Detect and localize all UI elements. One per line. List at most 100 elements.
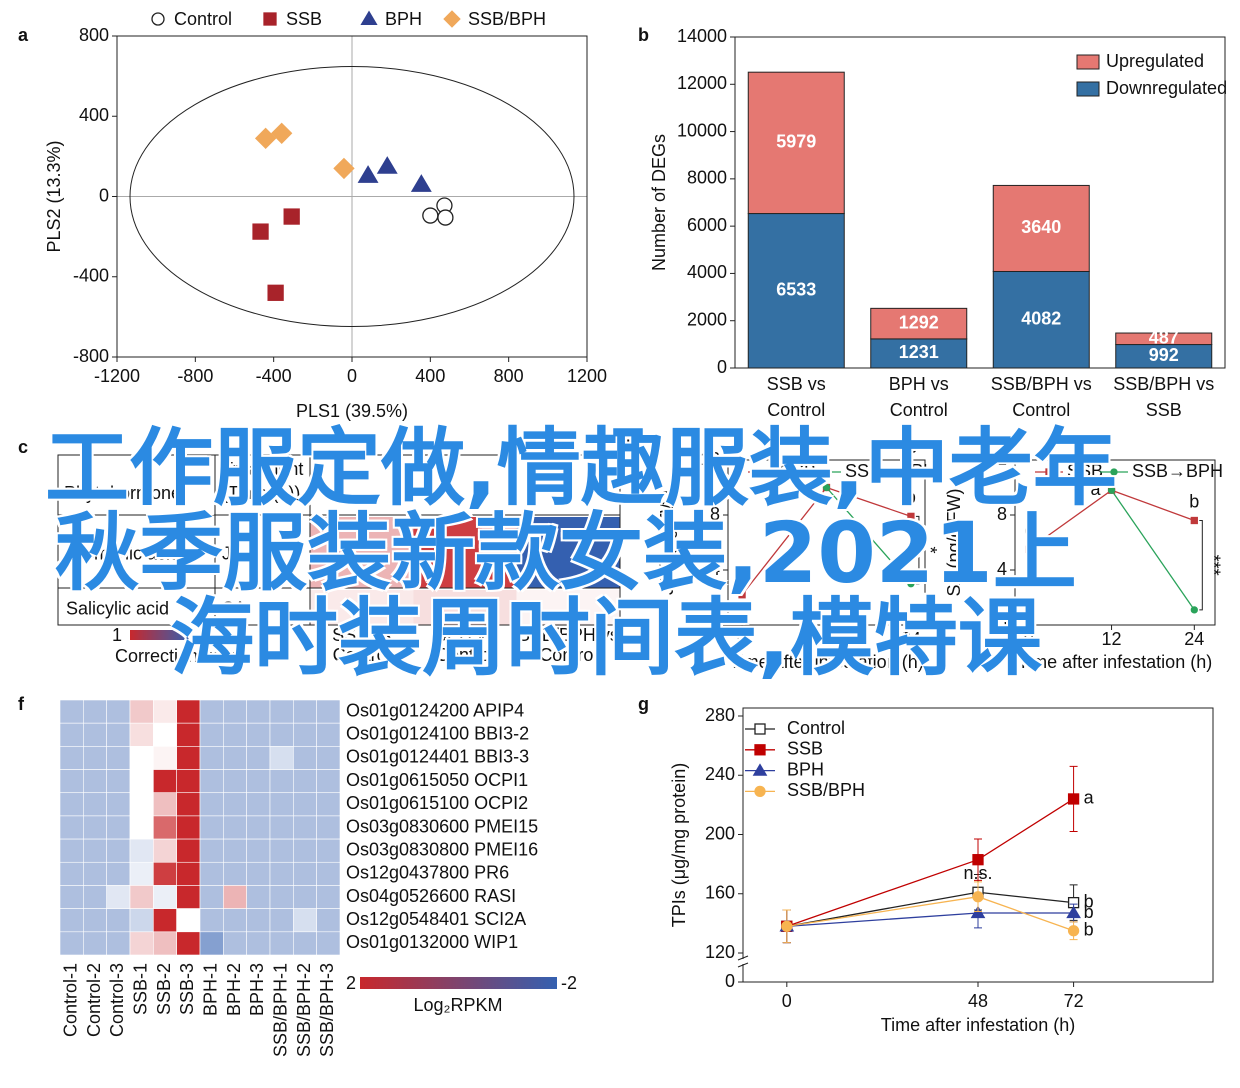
legend-marker — [823, 468, 831, 476]
heat-cell — [106, 908, 131, 933]
heat-cell — [176, 815, 201, 840]
heat-cell — [59, 838, 84, 863]
heat-cell — [293, 769, 317, 794]
data-label: 992 — [1149, 345, 1179, 365]
heat-cell — [176, 861, 201, 886]
y-tick-label: 6000 — [687, 215, 727, 235]
heat-cell — [293, 746, 317, 770]
heat-cell — [129, 746, 154, 770]
row-label: Salicylic acid — [66, 598, 169, 618]
heat-cell — [129, 699, 154, 724]
y-tick-label: 400 — [79, 105, 109, 125]
y-tick-label: 0 — [717, 357, 727, 377]
data-point — [283, 208, 300, 225]
colorbar-tick-label: 1 — [112, 625, 122, 645]
overlay-text: 海时装周时间表,模特课 — [170, 589, 1042, 687]
data-point — [254, 127, 277, 149]
y-tick-label: 280 — [705, 705, 735, 725]
data-point — [1067, 793, 1080, 805]
heat-cell — [246, 931, 271, 956]
heat-cell — [176, 885, 201, 909]
heat-cell — [199, 792, 224, 817]
heat-cell — [316, 861, 341, 886]
column-label: Control — [436, 645, 494, 665]
heat-cell — [106, 861, 131, 886]
heat-cell — [199, 861, 224, 886]
legend-label: BPH — [787, 759, 824, 779]
heat-cell — [223, 815, 247, 840]
heat-cell — [59, 699, 84, 724]
heat-cell — [83, 931, 107, 956]
colorbar-label: Correction value — [115, 646, 246, 666]
confidence-ellipse — [129, 66, 575, 327]
heat-cell — [153, 861, 177, 886]
column-label: Control — [539, 645, 597, 665]
heat-cell — [316, 722, 341, 747]
column-label: Control-3 — [107, 963, 127, 1037]
heat-cell — [59, 746, 84, 770]
data-point — [970, 905, 986, 919]
heat-cell — [153, 722, 177, 747]
y-tick-label: 0 — [997, 614, 1007, 634]
heat-cell — [293, 838, 317, 863]
y-tick-label: 240 — [705, 764, 735, 784]
legend-label: Control — [787, 718, 845, 738]
data-label: 5979 — [776, 132, 816, 152]
y-axis-label: JA (ng/g FW) — [657, 490, 677, 595]
y-tick-label: 4 — [997, 559, 1007, 579]
heat-cell — [83, 722, 107, 747]
heat-cell — [246, 838, 271, 863]
legend-marker — [263, 12, 277, 26]
heat-cell — [176, 908, 201, 933]
column-label: SSB/BPH vs — [518, 625, 619, 645]
heat-cell — [176, 722, 201, 747]
significance-letter: b — [1084, 902, 1094, 922]
heat-cell — [246, 722, 271, 747]
series-line — [1111, 489, 1195, 611]
row-label: Os01g0615050 OCPI1 — [346, 770, 528, 790]
legend-marker — [754, 744, 766, 756]
x-tick-label: SSB/BPH vs — [1113, 374, 1214, 394]
heat-cell — [153, 815, 177, 840]
column-label: SSB/BPH-3 — [317, 963, 337, 1057]
heat-cell — [129, 931, 154, 956]
row-label: Os01g0124100 BBI3-2 — [346, 724, 529, 744]
heat-cell — [83, 699, 107, 724]
data-label: 3640 — [1021, 217, 1061, 237]
legend-marker — [1110, 468, 1118, 476]
heat-cell — [106, 815, 131, 840]
heat-cell — [199, 746, 224, 770]
heat-cell — [269, 722, 294, 747]
y-tick-label: 4 — [710, 559, 720, 579]
data-label: 4082 — [1021, 308, 1061, 328]
y-tick-label: 14000 — [677, 26, 727, 46]
panel-label: a — [18, 25, 29, 45]
legend-label: SSB→BPH — [1132, 461, 1223, 481]
significance-letter: a — [1084, 788, 1095, 808]
data-point — [252, 223, 269, 240]
legend-swatch — [1076, 81, 1100, 97]
heat-cell — [153, 931, 177, 956]
heat-cell — [176, 746, 201, 770]
y-tick-label: 0 — [725, 971, 735, 991]
x-tick-label: 400 — [415, 366, 445, 386]
legend-label: SSB — [1067, 461, 1103, 481]
legend-label: SSB — [787, 739, 823, 759]
heat-cell — [293, 792, 317, 817]
column-label: SSB-2 — [154, 963, 174, 1015]
heat-cell — [223, 885, 247, 909]
heat-cell — [223, 838, 247, 863]
data-point — [437, 209, 454, 226]
column-label: SSB-1 — [130, 963, 150, 1015]
heat-cell — [59, 815, 84, 840]
x-tick-label: SSB — [1146, 400, 1182, 420]
y-tick-label: 8 — [710, 504, 720, 524]
y-tick-label: 200 — [705, 823, 735, 843]
column-label: SSB/BPH-1 — [270, 963, 290, 1057]
y-tick-label: 0 — [710, 614, 720, 634]
heat-cell — [246, 769, 271, 794]
heat-cell — [316, 931, 341, 956]
series-line — [786, 896, 1074, 932]
heat-cell — [199, 838, 224, 863]
